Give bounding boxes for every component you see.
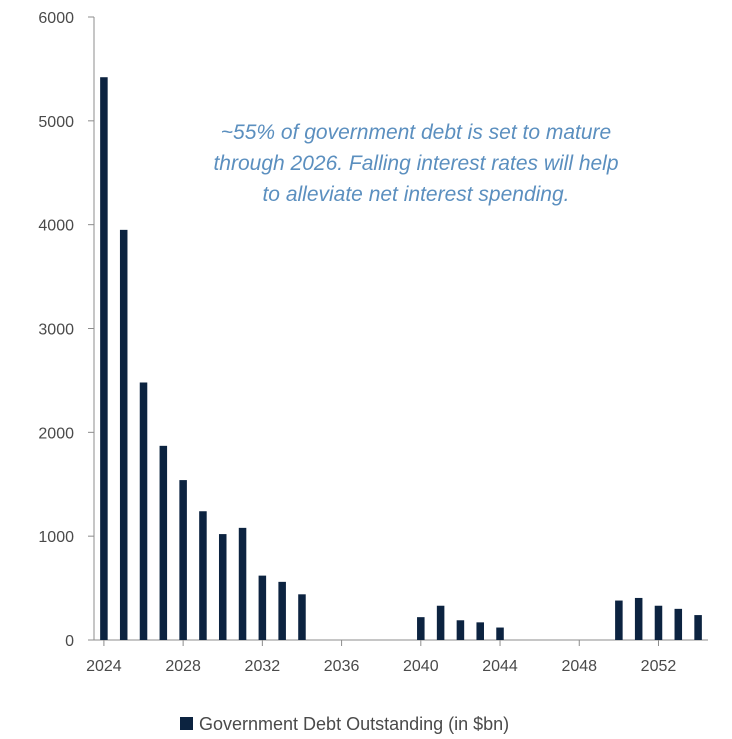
bar-2041 bbox=[436, 605, 445, 640]
bar-2029 bbox=[199, 511, 207, 640]
y-tick-label: 2000 bbox=[38, 425, 74, 442]
x-tick-label: 2044 bbox=[482, 658, 518, 675]
legend: Government Debt Outstanding (in $bn) bbox=[180, 714, 509, 734]
x-tick-label: 2032 bbox=[245, 658, 281, 675]
bar-2050 bbox=[615, 600, 623, 640]
y-tick-label: 3000 bbox=[38, 322, 74, 339]
chart-annotation: ~55% of government debt is set to mature… bbox=[213, 121, 618, 206]
y-tick-label: 1000 bbox=[38, 529, 74, 546]
bar-2043 bbox=[476, 622, 484, 640]
bar-2031 bbox=[238, 527, 247, 640]
x-tick-label: 2028 bbox=[165, 658, 201, 675]
x-tick-label: 2040 bbox=[403, 658, 439, 675]
bar-series bbox=[100, 77, 702, 641]
annotation-line-3: to alleviate net interest spending. bbox=[262, 183, 569, 206]
legend-label: Government Debt Outstanding (in $bn) bbox=[199, 714, 509, 734]
x-tick-label: 2036 bbox=[324, 658, 360, 675]
legend-swatch bbox=[180, 717, 193, 730]
y-tick-label: 6000 bbox=[38, 10, 74, 27]
bar-2053 bbox=[674, 608, 683, 640]
bar-2051 bbox=[634, 597, 643, 640]
annotation-line-1: ~55% of government debt is set to mature bbox=[221, 121, 611, 144]
bar-2054 bbox=[694, 615, 702, 640]
y-tick-label: 0 bbox=[65, 633, 74, 650]
x-tick-label: 2024 bbox=[86, 658, 122, 675]
bar-2028 bbox=[179, 480, 187, 640]
bar-2044 bbox=[496, 627, 504, 640]
bar-2033 bbox=[278, 581, 286, 640]
y-tick-label: 5000 bbox=[38, 114, 74, 131]
x-tick-label: 2052 bbox=[641, 658, 677, 675]
annotation-line-2: through 2026. Falling interest rates wil… bbox=[213, 152, 618, 175]
bar-2024 bbox=[100, 77, 108, 641]
bar-2025 bbox=[119, 229, 128, 640]
x-tick-label: 2048 bbox=[561, 658, 597, 675]
y-axis: 0 1000 2000 3000 4000 5000 6000 bbox=[38, 10, 95, 650]
bar-2042 bbox=[456, 620, 465, 640]
bar-2040 bbox=[417, 617, 425, 640]
bar-2026 bbox=[139, 382, 148, 640]
bar-2030 bbox=[218, 534, 227, 640]
bar-2052 bbox=[654, 605, 663, 640]
bar-2034 bbox=[298, 594, 306, 640]
bar-2032 bbox=[258, 575, 267, 640]
y-tick-label: 4000 bbox=[38, 218, 74, 235]
bar-2027 bbox=[159, 445, 168, 640]
x-axis: 2024 2028 2032 2036 2040 2044 2048 2052 bbox=[86, 639, 708, 675]
